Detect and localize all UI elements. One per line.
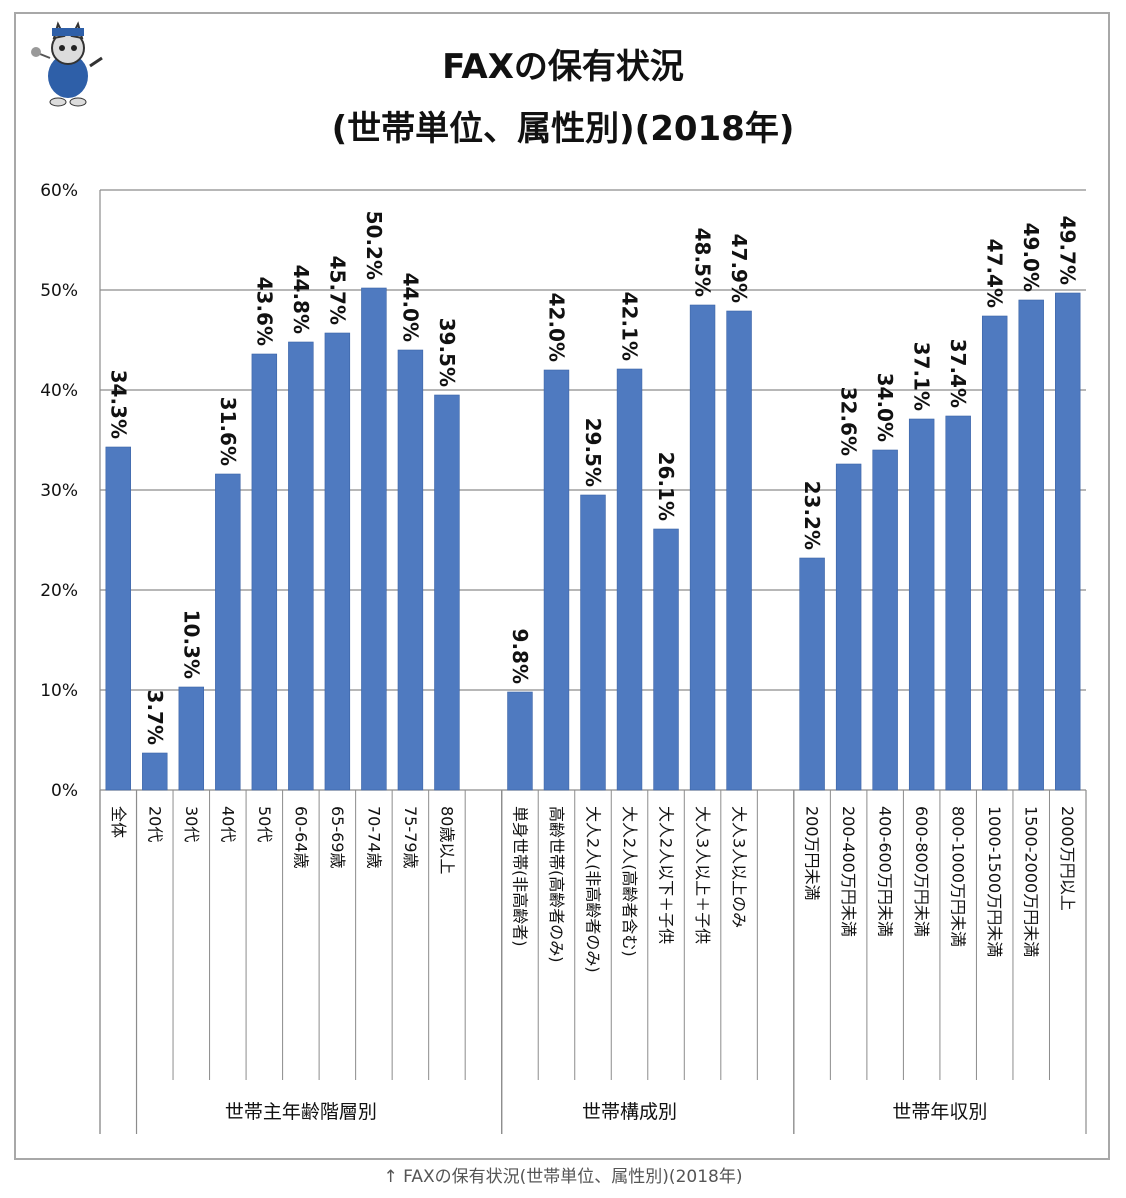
category-label: 65-69歳 — [328, 806, 347, 869]
bar — [835, 463, 862, 791]
data-label: 47.4% — [983, 239, 1007, 308]
cat-mascot-icon — [31, 21, 103, 107]
category-label: 高齢世帯(高齢者のみ) — [547, 806, 566, 963]
data-label: 29.5% — [581, 418, 605, 487]
data-label: 26.1% — [654, 452, 678, 521]
category-label: 50代 — [255, 806, 274, 842]
bar — [726, 310, 752, 791]
group-label: 世帯年収別 — [892, 1101, 987, 1123]
data-label: 23.2% — [800, 481, 824, 550]
chart-title: FAXの保有状況 — [442, 47, 684, 87]
category-label: 大人3人以上＋子供 — [693, 806, 712, 944]
category-label: 80歳以上 — [437, 806, 456, 874]
bar — [397, 349, 424, 791]
fax-ownership-chart: FAXの保有状況 (世帯単位、属性別)(2018年) 0% 10% 20% 30% 40… — [40, 47, 1087, 1134]
bar — [324, 332, 351, 791]
data-label: 37.1% — [910, 342, 934, 411]
bar — [543, 369, 570, 791]
category-label: 単身世帯(非高齢者) — [510, 806, 529, 947]
bar — [251, 353, 278, 791]
y-tick-label: 50% — [40, 281, 78, 301]
category-label: 大人2人(非高齢者のみ) — [584, 806, 603, 973]
figure-caption: ↑ FAXの保有状況(世帯単位、属性別)(2018年) — [383, 1167, 743, 1187]
data-label: 44.8% — [289, 265, 313, 334]
y-tick-label: 10% — [40, 681, 78, 701]
y-tick-label: 30% — [40, 481, 78, 501]
category-label: 40代 — [218, 806, 237, 842]
data-label: 37.4% — [946, 339, 970, 408]
category-label: 1000-1500万円未満 — [985, 806, 1004, 957]
data-label: 42.0% — [544, 293, 568, 362]
category-label: 2000万円以上 — [1058, 806, 1077, 911]
chart-subtitle: (世帯単位、属性別)(2018年) — [332, 109, 795, 149]
category-label: 70-74歳 — [364, 806, 383, 869]
group-label: 世帯主年齢階層別 — [225, 1101, 377, 1123]
category-label: 大人2人以下＋子供 — [657, 806, 676, 944]
category-label: 大人2人(高齢者含む) — [620, 806, 639, 957]
category-label: 75-79歳 — [401, 806, 420, 869]
category-label: 200-400万円未満 — [839, 806, 858, 937]
category-label: 60-64歳 — [291, 806, 310, 869]
category-label: 大人3人以上のみ — [730, 806, 749, 928]
bar — [653, 528, 679, 791]
data-label: 39.5% — [435, 318, 459, 387]
data-label: 31.6% — [216, 397, 240, 466]
y-tick-label: 20% — [40, 581, 78, 601]
data-label: 44.0% — [398, 273, 422, 342]
category-label: 400-600万円未満 — [876, 806, 895, 937]
data-label: 49.0% — [1019, 223, 1043, 292]
bar — [1055, 292, 1081, 791]
category-label: 20代 — [145, 806, 164, 842]
bar — [689, 304, 716, 791]
y-tick-label: 60% — [40, 181, 78, 201]
data-label: 10.3% — [179, 610, 203, 679]
y-tick-label: 40% — [40, 381, 78, 401]
bar — [178, 686, 205, 791]
data-label: 9.8% — [508, 629, 532, 684]
category-label: 1500-2000万円未満 — [1022, 806, 1041, 957]
data-label: 49.7% — [1056, 216, 1080, 285]
y-tick-label: 0% — [51, 781, 78, 801]
bar — [872, 449, 898, 791]
data-label: 47.9% — [727, 234, 751, 303]
data-label: 32.6% — [837, 387, 861, 456]
bar — [799, 557, 825, 791]
bar — [361, 287, 387, 791]
bar — [507, 691, 533, 791]
category-label: 30代 — [182, 806, 201, 842]
bar — [945, 415, 971, 791]
bar — [105, 446, 131, 791]
category-label: 200万円未満 — [803, 806, 822, 901]
data-label: 50.2% — [362, 211, 386, 280]
bar — [981, 315, 1008, 791]
bar — [434, 394, 460, 791]
category-label: 600-800万円未満 — [912, 806, 931, 937]
bar — [1018, 299, 1044, 791]
data-label: 48.5% — [691, 228, 715, 297]
data-label: 42.1% — [618, 292, 642, 361]
data-label: 34.3% — [106, 370, 130, 439]
bar — [215, 473, 241, 791]
category-label: 800-1000万円未満 — [949, 806, 968, 947]
category-label: 全体 — [109, 806, 128, 838]
bar — [142, 752, 168, 791]
bar — [288, 341, 314, 791]
data-label: 43.6% — [252, 277, 276, 346]
data-label: 45.7% — [325, 256, 349, 325]
group-label: 世帯構成別 — [582, 1101, 677, 1123]
bar — [908, 418, 935, 791]
data-label: 34.0% — [873, 373, 897, 442]
bar — [616, 368, 643, 791]
bar — [580, 494, 606, 791]
data-label: 3.7% — [143, 690, 167, 745]
